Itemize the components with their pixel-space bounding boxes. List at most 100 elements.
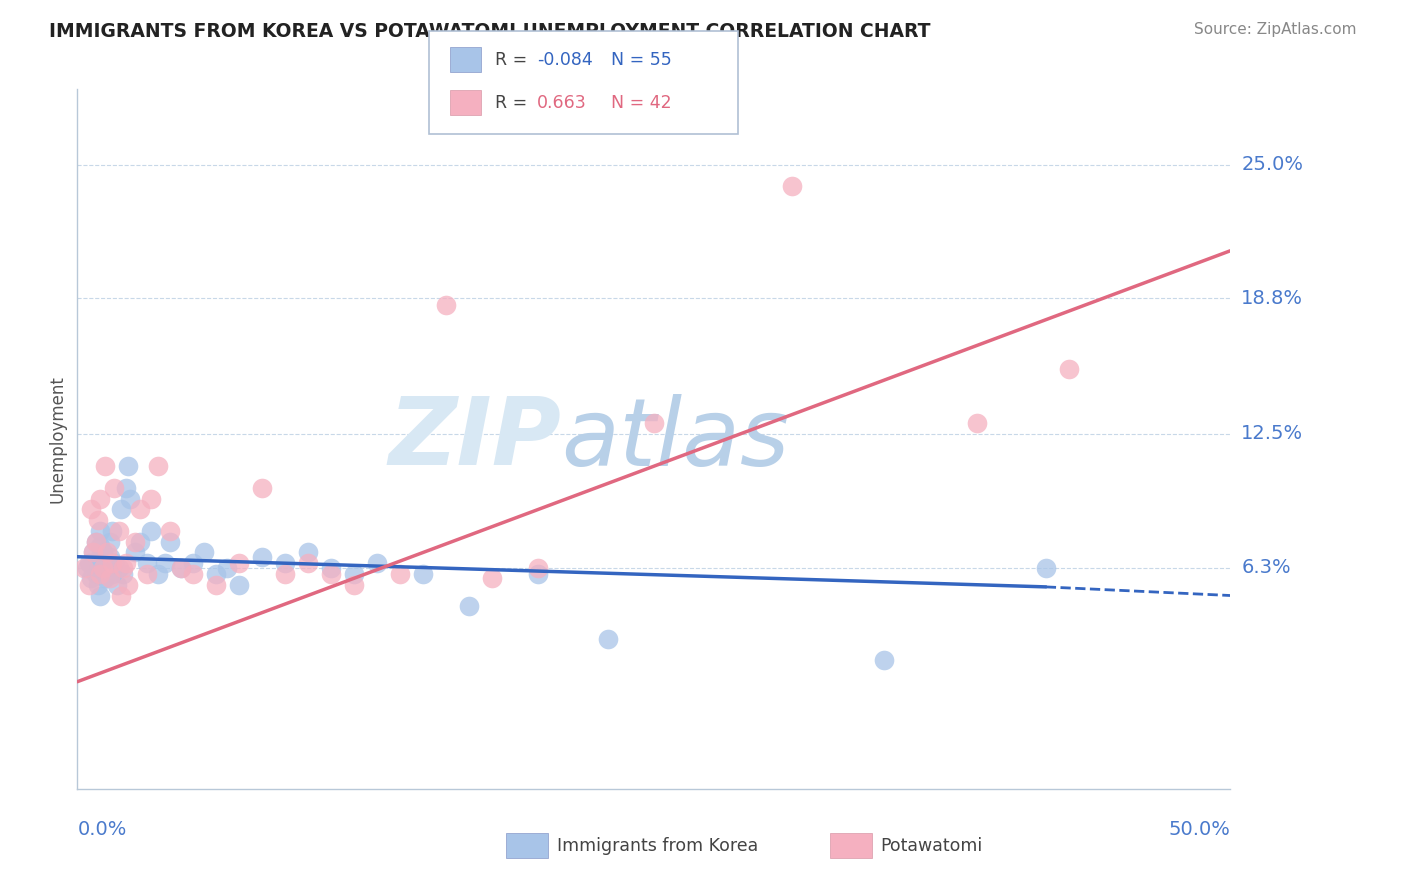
Point xyxy=(181,566,204,581)
Point xyxy=(159,534,181,549)
Text: 0.663: 0.663 xyxy=(537,94,586,112)
Text: 18.8%: 18.8% xyxy=(1241,289,1303,308)
Point xyxy=(110,502,132,516)
Point xyxy=(434,298,457,312)
Point xyxy=(139,524,162,538)
Point xyxy=(84,534,107,549)
Point xyxy=(250,481,273,495)
Point xyxy=(120,491,142,506)
Text: R =: R = xyxy=(495,51,533,69)
Point xyxy=(98,534,121,549)
Point xyxy=(297,545,319,559)
Point xyxy=(343,578,366,592)
Text: ZIP: ZIP xyxy=(388,393,561,485)
Point xyxy=(101,566,124,581)
Point xyxy=(204,578,226,592)
Point xyxy=(94,459,117,474)
Point xyxy=(217,560,239,574)
Point xyxy=(170,560,193,574)
Point xyxy=(91,545,114,559)
Point xyxy=(159,524,181,538)
Point xyxy=(105,578,128,592)
Point xyxy=(527,566,550,581)
Point xyxy=(966,416,988,430)
Text: atlas: atlas xyxy=(561,393,790,485)
Text: Source: ZipAtlas.com: Source: ZipAtlas.com xyxy=(1194,22,1357,37)
Point xyxy=(274,556,297,570)
Point xyxy=(89,566,111,581)
Point xyxy=(139,491,162,506)
Point xyxy=(780,179,803,194)
Text: Potawatomi: Potawatomi xyxy=(880,837,983,855)
Point xyxy=(124,545,146,559)
Point xyxy=(458,599,481,614)
Point xyxy=(412,566,434,581)
Point xyxy=(103,481,125,495)
Point xyxy=(146,459,169,474)
Point xyxy=(77,556,100,570)
Point xyxy=(87,513,110,527)
Point xyxy=(128,502,150,516)
Point xyxy=(108,524,131,538)
Point xyxy=(643,416,665,430)
Point xyxy=(343,566,366,581)
Text: 0.0%: 0.0% xyxy=(77,820,127,839)
Point xyxy=(89,566,111,581)
Point xyxy=(117,578,139,592)
Point xyxy=(114,556,136,570)
Text: 50.0%: 50.0% xyxy=(1168,820,1230,839)
Point xyxy=(366,556,388,570)
Point xyxy=(297,556,319,570)
Point xyxy=(193,545,215,559)
Point xyxy=(319,560,342,574)
Point xyxy=(153,556,176,570)
Point xyxy=(1035,560,1057,574)
Point xyxy=(1057,362,1080,376)
Point xyxy=(101,524,124,538)
Text: 6.3%: 6.3% xyxy=(1241,558,1291,577)
Point xyxy=(98,571,121,585)
Point xyxy=(114,481,136,495)
Point xyxy=(76,560,98,574)
Point xyxy=(204,566,226,581)
Point xyxy=(873,653,896,667)
Point xyxy=(110,589,132,603)
Point xyxy=(98,549,121,564)
Text: 12.5%: 12.5% xyxy=(1241,425,1303,443)
Point xyxy=(80,571,103,585)
Point xyxy=(481,571,503,585)
Point xyxy=(103,556,125,570)
Point xyxy=(112,560,135,574)
Point xyxy=(82,545,104,559)
Text: Immigrants from Korea: Immigrants from Korea xyxy=(557,837,758,855)
Point xyxy=(527,560,550,574)
Point xyxy=(89,589,111,603)
Point xyxy=(73,560,96,574)
Point xyxy=(89,524,111,538)
Point xyxy=(77,578,100,592)
Point xyxy=(87,560,110,574)
Point xyxy=(89,549,111,564)
Y-axis label: Unemployment: Unemployment xyxy=(48,376,66,503)
Point xyxy=(87,578,110,592)
Point xyxy=(89,556,111,570)
Point xyxy=(89,491,111,506)
Text: -0.084: -0.084 xyxy=(537,51,593,69)
Point xyxy=(108,560,131,574)
Point xyxy=(112,566,135,581)
Point xyxy=(101,556,124,570)
Point xyxy=(124,534,146,549)
Point xyxy=(128,534,150,549)
Point xyxy=(96,560,118,574)
Point xyxy=(80,502,103,516)
Point xyxy=(91,560,114,574)
Point xyxy=(146,566,169,581)
Point xyxy=(117,459,139,474)
Point xyxy=(228,556,250,570)
Text: 25.0%: 25.0% xyxy=(1241,155,1303,174)
Text: N = 55: N = 55 xyxy=(600,51,672,69)
Point xyxy=(250,549,273,564)
Text: N = 42: N = 42 xyxy=(600,94,672,112)
Point xyxy=(228,578,250,592)
Point xyxy=(91,560,114,574)
